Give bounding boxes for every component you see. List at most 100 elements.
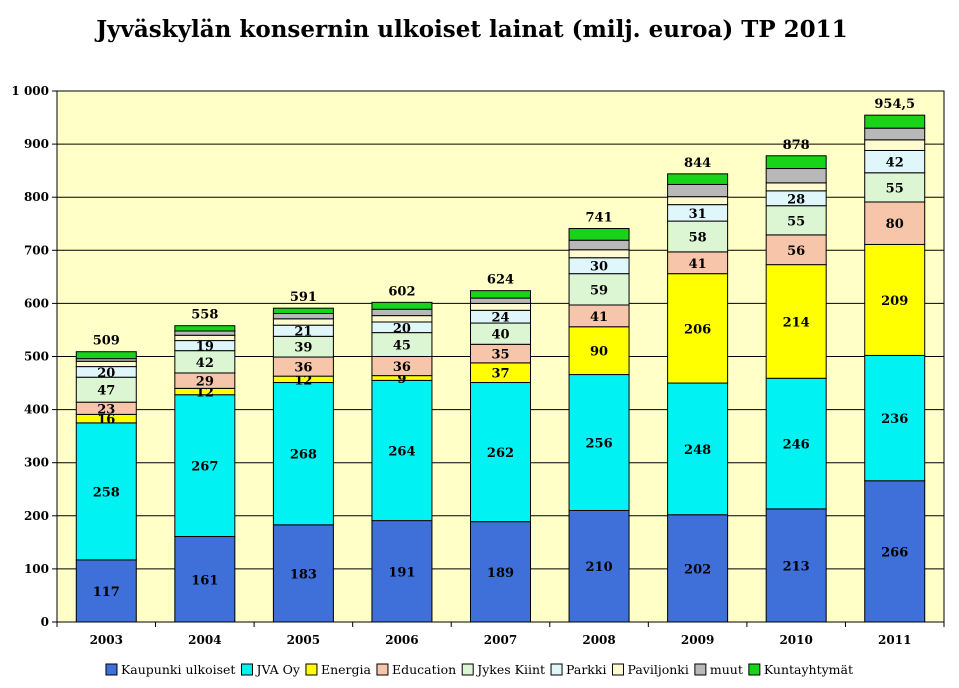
legend-item: Energia (305, 662, 372, 677)
data-label: 206 (684, 322, 711, 337)
bar-segment (864, 243, 926, 356)
data-label: 80 (886, 217, 904, 232)
bar-segment (568, 273, 630, 306)
bar-segment (667, 220, 729, 253)
y-tick-label: 200 (24, 509, 49, 523)
data-label: 37 (491, 367, 509, 382)
legend-item: Jykes Kiint (461, 662, 545, 677)
data-label: 266 (881, 545, 908, 560)
legend-item: JVA Oy (240, 662, 301, 677)
data-label: 246 (783, 438, 810, 453)
legend-swatch (550, 663, 563, 676)
y-tick-label: 900 (24, 137, 49, 151)
legend-label: Jykes Kiint (475, 662, 545, 677)
data-label: 183 (290, 567, 317, 582)
y-tick-label: 1 000 (11, 84, 49, 98)
data-label: 236 (881, 412, 908, 427)
bar-segment (765, 264, 827, 379)
data-label: 58 (689, 230, 707, 245)
data-label: 268 (290, 448, 317, 463)
legend-item: Kuntayhtymät (748, 662, 853, 677)
x-tick-label: 2008 (582, 633, 615, 647)
bar-segment (667, 173, 729, 185)
bar-segment (371, 308, 433, 317)
bar-segment (174, 334, 236, 342)
legend-swatch (461, 663, 474, 676)
bar-segment (272, 524, 334, 623)
data-label: 30 (590, 260, 608, 275)
bar-segment (75, 360, 137, 368)
data-label: 42 (196, 356, 214, 371)
legend-label: Education (392, 662, 456, 677)
bar-segment (272, 307, 334, 314)
data-label: 21 (294, 325, 312, 340)
x-tick-label: 2005 (287, 633, 320, 647)
data-label: 202 (684, 562, 711, 577)
y-axis: 0 100 200 300 400 500 600 700 800 900 1 000 (11, 84, 57, 629)
bar-segment (864, 127, 926, 141)
data-label: 41 (689, 257, 707, 272)
y-tick-label: 600 (24, 296, 49, 310)
total-label: 558 (191, 308, 218, 323)
bar-segment (765, 182, 827, 192)
data-label: 189 (487, 566, 514, 581)
bar-segment (272, 318, 334, 326)
bar-stack-2007: 189 262 37 35 40 24 624 (470, 273, 531, 623)
chart-title: Jyväskylän konsernin ulkoiset lainat (mi… (94, 16, 847, 43)
bar-segment (568, 239, 630, 251)
legend-item: Parkki (550, 662, 606, 677)
bar-segment (864, 201, 926, 245)
data-label: 12 (294, 373, 312, 388)
bar-segment (765, 508, 827, 623)
legend-label: Kaupunki ulkoiset (121, 662, 235, 677)
x-tick-label: 2004 (188, 633, 221, 647)
legend-swatch (694, 663, 707, 676)
bar-segment (765, 168, 827, 184)
data-label: 117 (93, 585, 120, 600)
total-label: 741 (585, 211, 612, 226)
total-label: 954,5 (874, 97, 915, 112)
legend-swatch (376, 663, 389, 676)
legend-swatch (611, 663, 624, 676)
bar-segment (75, 559, 137, 623)
total-label: 844 (684, 156, 711, 171)
bar-segment (470, 382, 531, 523)
data-label: 214 (783, 315, 810, 330)
bar-segment (765, 234, 827, 266)
x-axis: 2003 2004 2005 2006 2007 2008 2009 2010 2011 (56, 622, 945, 647)
data-label: 209 (881, 294, 908, 309)
data-label: 55 (787, 214, 805, 229)
total-label: 624 (487, 273, 514, 288)
bar-stack-2010: 213 246 214 56 55 28 878 (765, 138, 827, 623)
data-label: 35 (491, 348, 509, 363)
legend-label: JVA Oy (254, 662, 300, 677)
legend-label: Energia (321, 662, 372, 677)
x-tick-label: 2007 (484, 633, 517, 647)
data-label: 262 (487, 446, 514, 461)
bar-segment (470, 290, 531, 299)
y-tick-label: 400 (24, 403, 49, 417)
legend-label: Kuntayhtymät (764, 662, 853, 677)
bar-stack-2006: 191 264 936 45 20 602 (371, 284, 433, 623)
x-tick-label: 2009 (681, 633, 714, 647)
total-label: 509 (93, 334, 120, 349)
x-tick-label: 2011 (878, 633, 911, 647)
data-label: 39 (294, 341, 312, 356)
bar-stack-2011: 266 236 209 80 55 42 954,5 (864, 97, 926, 623)
data-label: 59 (590, 283, 608, 298)
legend-item: Kaupunki ulkoiset (105, 662, 235, 677)
data-label: 45 (393, 339, 411, 354)
total-label: 591 (290, 290, 317, 305)
data-label: 264 (388, 444, 415, 459)
bar-segment (371, 301, 433, 310)
bar-stack-2008: 210 256 90 41 59 30 741 (568, 211, 630, 623)
data-label: 28 (787, 192, 805, 207)
bar-segment (371, 520, 433, 623)
bar-segment (667, 183, 729, 198)
x-tick-label: 2006 (385, 633, 418, 647)
bar-segment (864, 114, 926, 129)
data-label: 19 (196, 340, 214, 355)
data-label: 9 (397, 372, 406, 387)
